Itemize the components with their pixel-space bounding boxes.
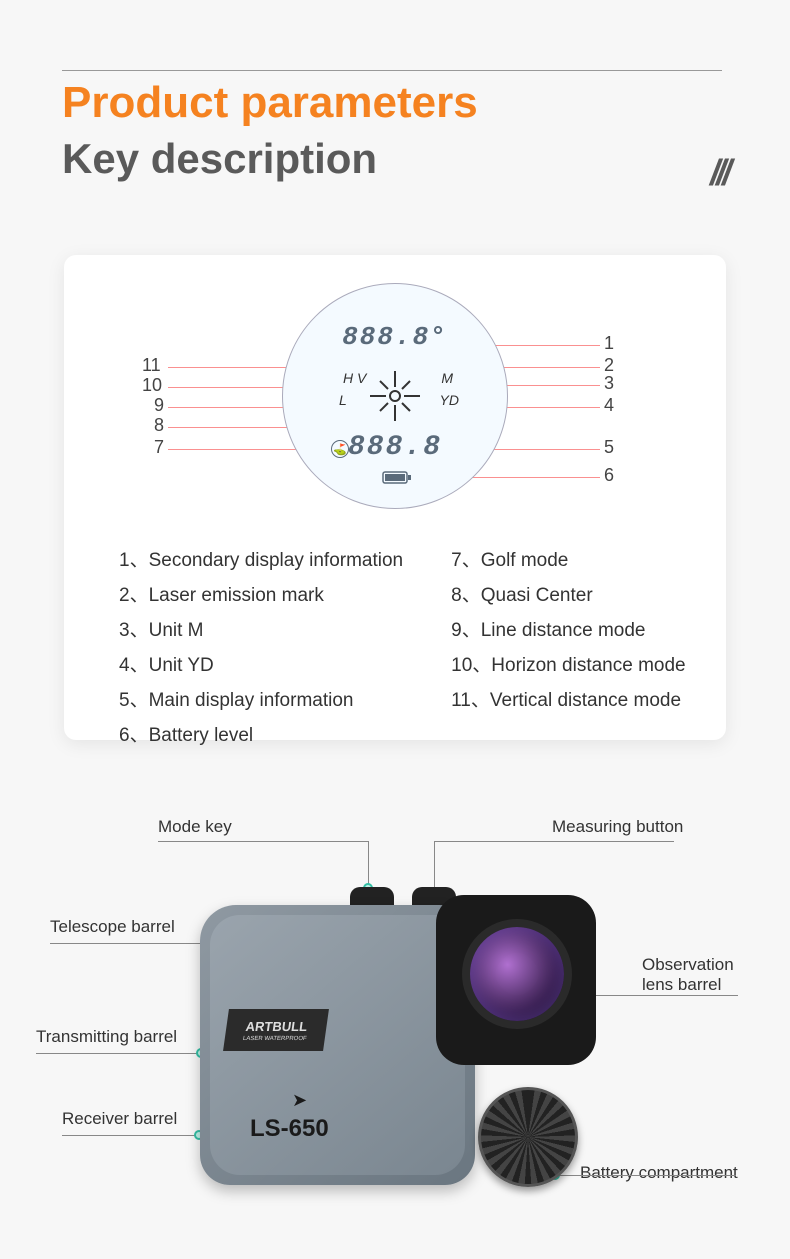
arrow-icon: ➤ bbox=[292, 1090, 307, 1111]
brand-plate: ARTBULL LASER WATERPROOF bbox=[223, 1009, 329, 1051]
legend-item: 11、Vertical distance mode bbox=[451, 685, 685, 712]
device-illustration: ARTBULL LASER WATERPROOF ➤ LS-650 bbox=[200, 875, 600, 1205]
pointer-num-5: 5 bbox=[604, 437, 614, 458]
reticle-icon bbox=[370, 371, 420, 421]
callout-telescope-barrel: Telescope barrel bbox=[50, 917, 175, 937]
hv-label: H V bbox=[343, 370, 366, 386]
l-label: L bbox=[339, 392, 347, 408]
legend-item: 9、Line distance mode bbox=[451, 615, 685, 642]
brand-subtext: LASER WATERPROOF bbox=[243, 1036, 308, 1042]
display-card: 11 10 9 8 7 1 2 3 4 5 6 888.8° H V L M Y… bbox=[64, 255, 726, 740]
legend-item: 6、Battery level bbox=[119, 720, 403, 747]
callout-line bbox=[62, 1135, 198, 1136]
callout-receiver-barrel: Receiver barrel bbox=[62, 1109, 177, 1129]
secondary-display: 888.8° bbox=[283, 322, 507, 352]
callout-battery-compartment: Battery compartment bbox=[580, 1163, 738, 1183]
decor-slashes: /// bbox=[710, 152, 728, 194]
pointer-num-10: 10 bbox=[142, 375, 162, 396]
m-label: M bbox=[441, 370, 453, 386]
observation-lens bbox=[462, 919, 572, 1029]
yd-label: YD bbox=[440, 392, 459, 408]
divider-top bbox=[62, 70, 722, 71]
legend-col-2: 7、Golf mode 8、Quasi Center 9、Line distan… bbox=[451, 545, 685, 747]
main-display: 888.8 bbox=[283, 432, 507, 463]
page-subtitle: Key description bbox=[62, 135, 377, 183]
legend-item: 8、Quasi Center bbox=[451, 580, 685, 607]
pointer-num-4: 4 bbox=[604, 395, 614, 416]
callout-line bbox=[50, 943, 205, 944]
battery-icon bbox=[283, 470, 507, 486]
lcd-display: 888.8° H V L M YD ⛳ 888.8 bbox=[282, 283, 508, 509]
callout-line bbox=[36, 1053, 201, 1054]
legend-item: 10、Horizon distance mode bbox=[451, 650, 685, 677]
legend-item: 2、Laser emission mark bbox=[119, 580, 403, 607]
legend-item: 3、Unit M bbox=[119, 615, 403, 642]
legend-item: 5、Main display information bbox=[119, 685, 403, 712]
battery-knob bbox=[478, 1087, 578, 1187]
pointer-num-8: 8 bbox=[154, 415, 164, 436]
callout-observation-lens: Observation lens barrel bbox=[642, 955, 734, 995]
callout-transmitting-barrel: Transmitting barrel bbox=[36, 1027, 177, 1047]
pointer-num-6: 6 bbox=[604, 465, 614, 486]
legend-col-1: 1、Secondary display information 2、Laser … bbox=[119, 545, 403, 747]
legend-item: 1、Secondary display information bbox=[119, 545, 403, 572]
callout-line bbox=[158, 841, 368, 842]
model-text: LS-650 bbox=[250, 1115, 329, 1143]
pointer-num-1: 1 bbox=[604, 333, 614, 354]
pointer-num-3: 3 bbox=[604, 373, 614, 394]
callout-mode-key: Mode key bbox=[158, 817, 232, 837]
callout-measuring-button: Measuring button bbox=[552, 817, 683, 837]
pointer-num-7: 7 bbox=[154, 437, 164, 458]
brand-text: ARTBULL bbox=[245, 1019, 308, 1034]
legend: 1、Secondary display information 2、Laser … bbox=[119, 545, 686, 747]
device-body: ARTBULL LASER WATERPROOF ➤ LS-650 bbox=[200, 905, 475, 1185]
product-diagram: Mode key Measuring button Telescope barr… bbox=[0, 795, 790, 1225]
pointer-num-9: 9 bbox=[154, 395, 164, 416]
callout-line bbox=[434, 841, 674, 842]
legend-item: 4、Unit YD bbox=[119, 650, 403, 677]
pointer-num-11: 11 bbox=[142, 355, 161, 376]
page-title: Product parameters bbox=[62, 78, 478, 128]
legend-item: 7、Golf mode bbox=[451, 545, 685, 572]
